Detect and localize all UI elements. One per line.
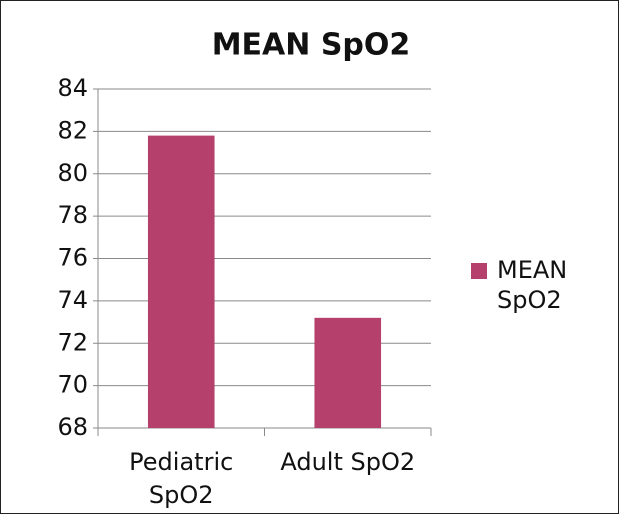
y-tick-label: 76 (57, 244, 88, 272)
bar (147, 135, 215, 429)
legend-swatch (471, 263, 487, 279)
y-tick-label: 78 (57, 201, 88, 229)
bar (314, 317, 382, 428)
x-tick-label: Adult SpO2 (280, 448, 416, 476)
chart-title: MEAN SpO2 (212, 28, 411, 63)
y-tick-label: 82 (57, 116, 88, 144)
legend-label: MEAN SpO2 (497, 256, 568, 314)
y-tick-label: 72 (57, 328, 88, 356)
y-tick-label: 84 (57, 74, 88, 102)
y-tick-label: 68 (57, 413, 88, 441)
x-tick-label: Pediatric SpO2 (129, 448, 234, 509)
y-tick-label: 80 (57, 159, 88, 187)
y-tick-label: 70 (57, 371, 88, 399)
y-tick-label: 74 (57, 286, 88, 314)
